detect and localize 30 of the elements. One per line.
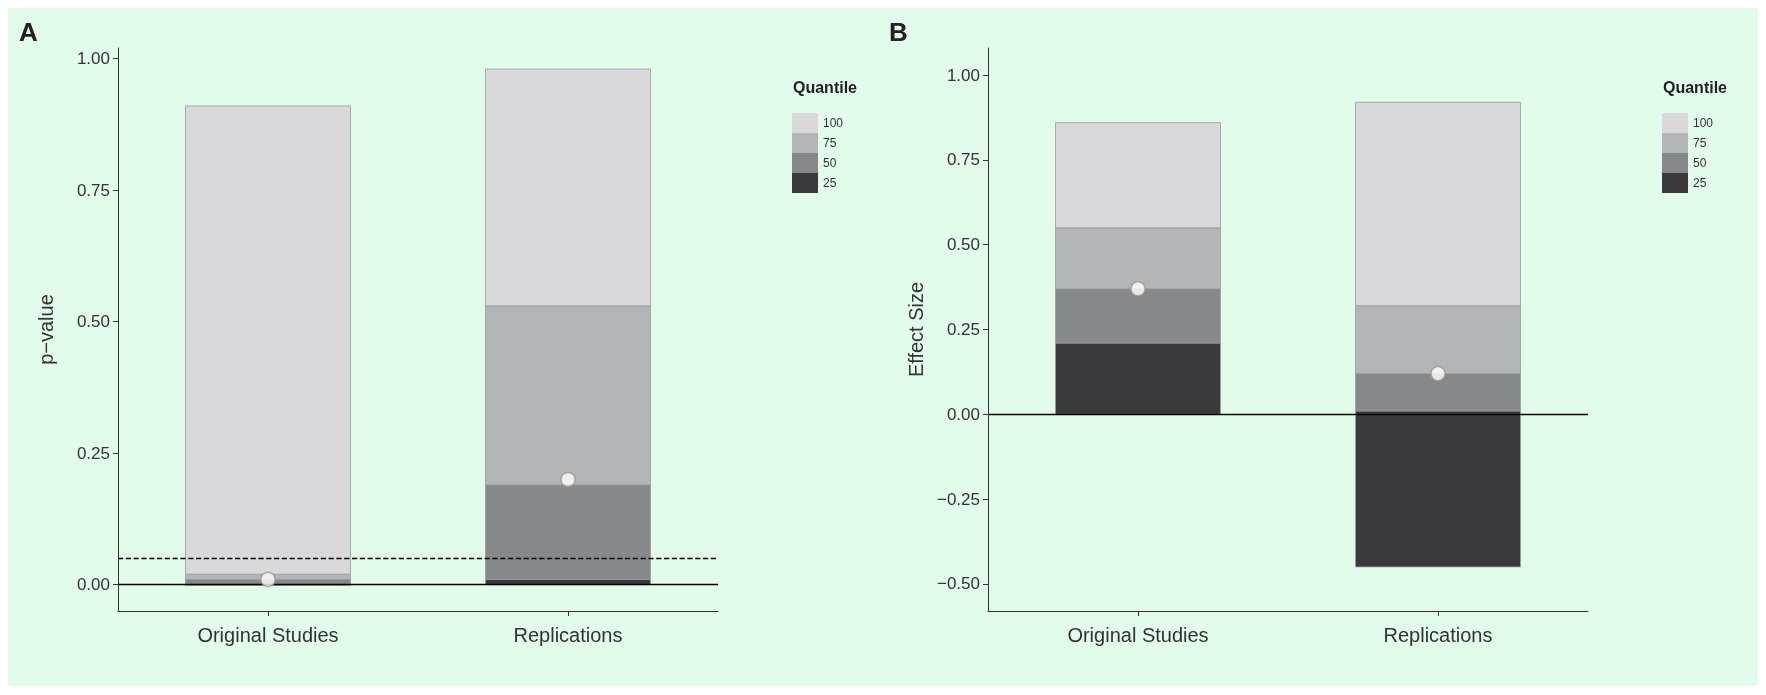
legend-label: 75: [822, 136, 837, 150]
y-tick-label: 0.25: [946, 320, 980, 339]
y-tick-label: 1.00: [76, 49, 110, 69]
legend-label: 50: [822, 156, 837, 170]
y-tick-label: 0.75: [946, 150, 980, 170]
x-tick-label: Original Studies: [1067, 624, 1209, 646]
y-tick-label: 0.75: [76, 180, 110, 200]
y-tick-label: 0.25: [76, 443, 110, 463]
legend-label: 75: [1692, 136, 1707, 150]
y-axis-title: p−value: [35, 294, 57, 365]
y-tick-label: 1.00: [946, 65, 980, 85]
legend-label: 25: [822, 176, 837, 190]
y-tick-label: 0.50: [946, 235, 980, 255]
y-axis-title: Effect Size: [905, 281, 927, 378]
legend-label: 100: [1692, 116, 1714, 130]
legend-title: Quantile: [792, 78, 858, 96]
x-tick-label: Replications: [513, 624, 623, 646]
x-tick-label: Original Studies: [197, 624, 339, 646]
legend-label: 25: [1692, 176, 1707, 190]
legend-label: 100: [822, 116, 844, 130]
y-tick-label: 0.00: [946, 404, 980, 424]
y-tick-label: 0.00: [76, 575, 110, 595]
x-tick-label: Replications: [1383, 624, 1493, 646]
legend-label: 50: [1692, 156, 1707, 170]
y-tick-label: −0.25: [936, 489, 980, 509]
chart-title: B: [889, 17, 908, 47]
y-tick-label: −0.50: [936, 574, 980, 594]
legend-title: Quantile: [1662, 78, 1728, 96]
y-tick-label: 0.50: [76, 312, 110, 332]
chart-title: A: [19, 17, 38, 47]
